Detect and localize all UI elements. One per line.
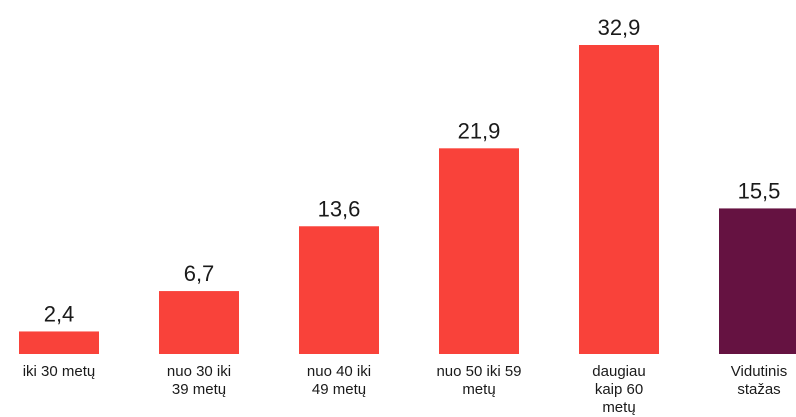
category-label-line: nuo 40 iki [307,363,371,380]
value-label-5: 15,5 [738,178,781,203]
category-label-line: 49 metų [312,381,366,398]
value-label-2: 13,6 [318,196,361,221]
category-label-line: daugiau [592,363,645,380]
category-label-line: 39 metų [172,381,226,398]
value-label-4: 32,9 [598,15,641,40]
bars-group [19,45,796,354]
value-labels-group: 2,4 6,7 13,6 21,9 32,9 15,5 [44,15,781,326]
category-labels-group: iki 30 metų nuo 30 iki 39 metų nuo 40 iki 49… [23,363,787,416]
bar-3 [439,148,519,354]
category-label-line: metų [462,381,495,398]
category-label-line: Vidutinis [731,363,787,380]
category-label-line: nuo 30 iki [167,363,231,380]
bar-2 [299,226,379,354]
category-label-4: daugiau kaip 60 metų [592,363,645,416]
category-label-5: Vidutinis stažas [731,363,787,398]
bar-4 [579,45,659,354]
bar-5 [719,208,796,354]
category-label-line: metų [602,399,635,416]
value-label-0: 2,4 [44,301,75,326]
value-label-1: 6,7 [184,261,215,286]
category-label-2: nuo 40 iki 49 metų [307,363,371,398]
category-label-3: nuo 50 iki 59 metų [436,363,521,398]
category-label-line: iki 30 metų [23,363,96,380]
category-label-line: nuo 50 iki 59 [436,363,521,380]
category-label-0: iki 30 metų [23,363,96,380]
bar-1 [159,291,239,354]
category-label-1: nuo 30 iki 39 metų [167,363,231,398]
bar-0 [19,331,99,354]
category-label-line: stažas [737,381,780,398]
value-label-3: 21,9 [458,118,501,143]
category-label-line: kaip 60 [595,381,643,398]
